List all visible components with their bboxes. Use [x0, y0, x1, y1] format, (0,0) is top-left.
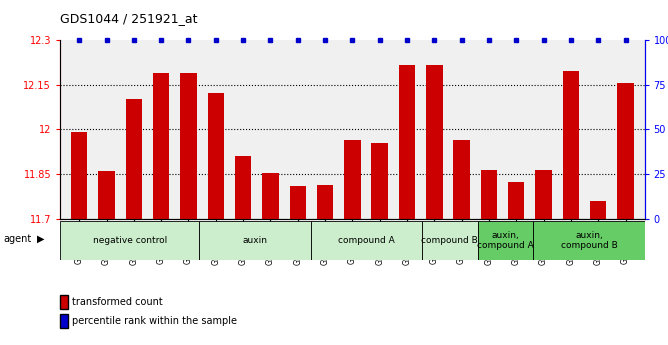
- Bar: [508, 182, 524, 219]
- Bar: [617, 83, 634, 219]
- Bar: [208, 93, 224, 219]
- Bar: [535, 170, 552, 219]
- Text: auxin,
compound A: auxin, compound A: [477, 231, 534, 250]
- Bar: [235, 156, 251, 219]
- Bar: [454, 140, 470, 219]
- Text: auxin: auxin: [242, 236, 267, 245]
- Bar: [71, 132, 88, 219]
- Bar: [263, 173, 279, 219]
- Text: ▶: ▶: [37, 234, 44, 244]
- Text: compound A: compound A: [338, 236, 395, 245]
- Text: compound B: compound B: [422, 236, 478, 245]
- Bar: [98, 171, 115, 219]
- Bar: [180, 72, 196, 219]
- Bar: [562, 71, 579, 219]
- Bar: [153, 72, 170, 219]
- Text: auxin,
compound B: auxin, compound B: [560, 231, 617, 250]
- Bar: [426, 65, 442, 219]
- Bar: [126, 99, 142, 219]
- Bar: [399, 65, 415, 219]
- Bar: [533, 221, 645, 260]
- Bar: [317, 185, 333, 219]
- Bar: [590, 201, 607, 219]
- Text: agent: agent: [3, 234, 31, 244]
- Bar: [60, 221, 199, 260]
- Text: percentile rank within the sample: percentile rank within the sample: [72, 316, 237, 326]
- Text: GDS1044 / 251921_at: GDS1044 / 251921_at: [60, 12, 198, 25]
- Bar: [344, 140, 361, 219]
- Bar: [478, 221, 533, 260]
- Bar: [199, 221, 311, 260]
- Text: negative control: negative control: [93, 236, 167, 245]
- Bar: [422, 221, 478, 260]
- Bar: [289, 186, 306, 219]
- Bar: [371, 143, 388, 219]
- Bar: [481, 170, 497, 219]
- Bar: [311, 221, 422, 260]
- Text: transformed count: transformed count: [72, 297, 163, 307]
